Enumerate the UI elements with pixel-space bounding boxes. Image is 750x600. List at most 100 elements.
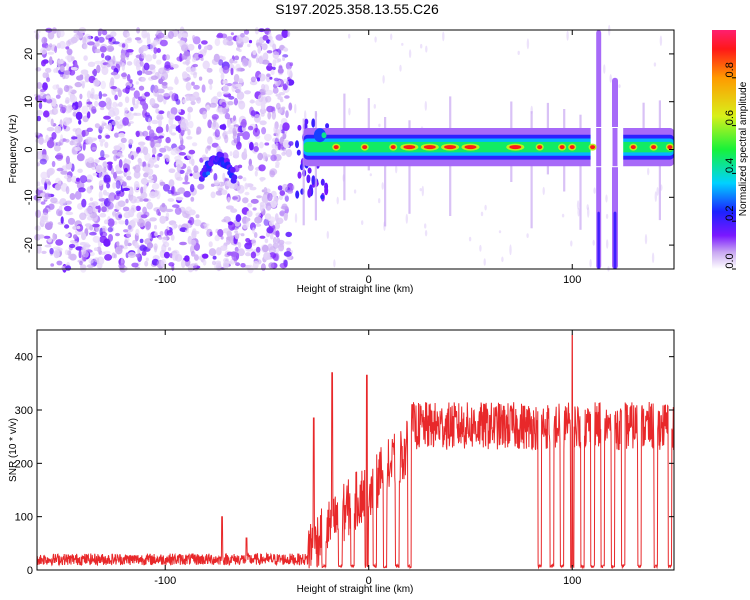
noise-speckle <box>46 168 54 176</box>
noise-speckle <box>231 83 236 93</box>
noise-speckle <box>142 102 149 111</box>
colorbar-tick-label: 0.0 <box>724 253 736 268</box>
diagonal-feature-core <box>206 171 210 176</box>
noise-speckle <box>56 208 63 217</box>
noise-speckle <box>266 64 273 71</box>
noise-speckle <box>284 195 289 202</box>
noise-speckle <box>233 138 240 144</box>
noise-speckle <box>175 196 184 201</box>
noise-speckle <box>156 48 161 53</box>
noise-speckle <box>107 201 114 210</box>
noise-speckle <box>277 239 285 245</box>
noise-speckle <box>135 205 141 211</box>
faint-speckle <box>526 38 530 50</box>
noise-speckle <box>69 243 76 249</box>
noise-speckle <box>92 172 98 176</box>
noise-speckle <box>185 95 190 102</box>
noise-speckle <box>112 211 117 216</box>
noise-speckle <box>91 146 97 151</box>
noise-speckle <box>201 40 208 45</box>
noise-speckle <box>98 157 106 161</box>
noise-speckle <box>98 91 103 100</box>
onset-blob <box>295 190 300 199</box>
noise-speckle <box>113 171 117 179</box>
onset-blob <box>320 178 325 186</box>
noise-speckle <box>110 77 115 86</box>
noise-speckle <box>81 232 87 241</box>
faint-speckle <box>408 49 412 58</box>
noise-speckle <box>55 239 64 246</box>
noise-speckle <box>118 101 123 107</box>
noise-speckle <box>250 198 259 204</box>
noise-speckle <box>235 141 242 150</box>
noise-speckle <box>286 247 291 252</box>
noise-speckle <box>211 142 219 148</box>
noise-speckle <box>126 49 134 53</box>
noise-speckle <box>259 120 267 126</box>
noise-speckle <box>54 183 62 191</box>
noise-speckle <box>170 107 178 116</box>
noise-speckle <box>49 56 53 66</box>
noise-speckle <box>38 136 44 145</box>
noise-speckle <box>112 41 120 45</box>
noise-speckle <box>63 84 70 93</box>
noise-speckle <box>135 54 143 59</box>
noise-speckle <box>275 230 280 238</box>
noise-speckle <box>269 76 273 80</box>
noise-speckle <box>81 198 87 208</box>
noise-speckle <box>229 58 234 64</box>
noise-speckle <box>188 120 194 129</box>
noise-speckle <box>202 110 208 120</box>
noise-speckle <box>76 153 85 162</box>
noise-speckle <box>174 155 182 161</box>
noise-speckle <box>51 160 56 168</box>
noise-speckle <box>34 225 41 231</box>
noise-speckle <box>224 134 229 144</box>
noise-speckle <box>198 44 202 50</box>
noise-speckle <box>59 205 63 211</box>
noise-speckle <box>222 260 229 270</box>
noise-speckle <box>174 207 182 215</box>
noise-speckle <box>230 67 234 76</box>
noise-speckle <box>222 91 230 95</box>
faint-speckle <box>577 207 580 217</box>
noise-speckle <box>149 98 156 106</box>
noise-speckle <box>95 159 100 163</box>
noise-speckle <box>255 246 261 253</box>
noise-speckle <box>120 137 127 143</box>
onset-blob <box>320 194 325 200</box>
noise-speckle <box>278 244 285 252</box>
faint-speckle <box>526 233 529 239</box>
noise-speckle <box>238 78 244 84</box>
y-tick-label: 400 <box>15 352 33 364</box>
noise-speckle <box>155 108 160 114</box>
noise-speckle <box>140 177 148 185</box>
noise-speckle <box>95 164 103 174</box>
snr-frame <box>36 329 675 571</box>
noise-speckle <box>244 191 250 196</box>
faint-speckle <box>468 236 472 242</box>
noise-speckle <box>264 238 269 244</box>
noise-speckle <box>164 229 169 237</box>
noise-speckle <box>118 132 125 138</box>
noise-speckle <box>103 219 109 225</box>
noise-speckle <box>193 72 197 79</box>
noise-speckle <box>138 141 146 146</box>
noise-speckle <box>43 110 50 118</box>
noise-speckle <box>248 39 253 44</box>
noise-speckle <box>242 197 249 204</box>
noise-speckle <box>60 199 66 204</box>
noise-speckle <box>271 110 276 120</box>
faint-speckle <box>292 185 295 190</box>
noise-speckle <box>218 59 224 66</box>
noise-speckle <box>171 92 178 102</box>
noise-speckle <box>135 130 140 138</box>
noise-speckle <box>150 140 155 149</box>
faint-speckle <box>509 244 512 256</box>
noise-speckle <box>72 105 76 110</box>
y-tick-label: 0 <box>27 565 33 577</box>
faint-speckle <box>378 123 381 128</box>
noise-speckle <box>222 106 227 115</box>
noise-speckle <box>282 56 286 62</box>
noise-speckle <box>103 174 111 183</box>
